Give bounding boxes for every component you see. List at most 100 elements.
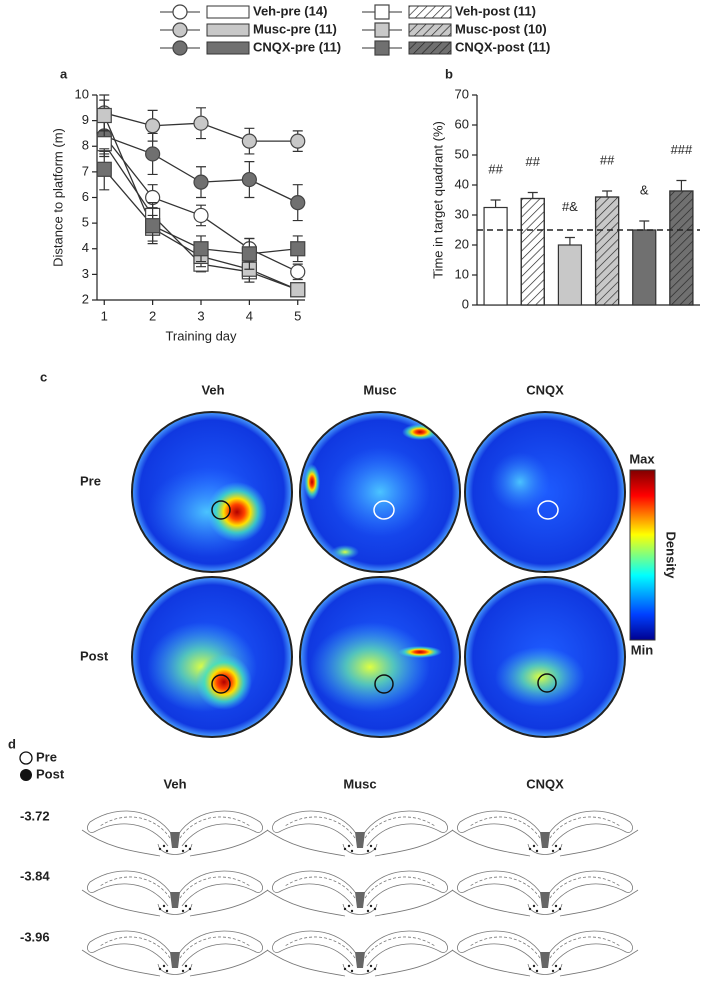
legend-label: CNQX-pre (11)	[253, 39, 341, 54]
marker	[241, 171, 257, 188]
error-bar	[639, 220, 650, 230]
heatmap	[299, 576, 461, 738]
bar	[557, 244, 583, 306]
y-tick-label: 20	[455, 236, 469, 251]
y-axis-label: Time in target quadrant (%)	[430, 121, 445, 279]
error-bar	[676, 179, 687, 191]
annotation: &	[640, 182, 649, 197]
annotation: #&	[562, 199, 578, 214]
panel-label: d	[8, 736, 16, 751]
bar-hatch	[594, 196, 620, 306]
y-axis-label: Distance to platform (m)	[50, 128, 65, 267]
column-label: CNQX	[526, 776, 564, 791]
legend-icon	[19, 751, 33, 765]
annotation: ##	[600, 152, 615, 167]
heatmap	[464, 576, 626, 738]
annotation: ##	[488, 161, 503, 176]
bar-hatch	[669, 190, 694, 306]
panel-label: c	[40, 369, 47, 384]
marker	[145, 218, 161, 234]
marker	[172, 40, 188, 56]
legend-label: Post	[36, 766, 65, 781]
colorbar-label: Density	[664, 532, 679, 580]
heatmap	[131, 576, 293, 738]
marker	[193, 207, 209, 224]
y-tick-label: 40	[455, 176, 469, 191]
panel-label: b	[445, 66, 453, 81]
colorbar-min: Min	[631, 642, 653, 657]
column-label: Musc	[343, 776, 376, 791]
legend-swatch	[206, 41, 250, 55]
x-axis-label: Training day	[165, 328, 237, 343]
legend-hatch	[408, 23, 452, 37]
marker	[241, 133, 257, 149]
marker	[290, 133, 306, 149]
marker	[290, 264, 306, 280]
legend-label: Musc-pre (11)	[253, 21, 337, 36]
row-label: Pre	[80, 473, 101, 488]
error-bar	[490, 199, 501, 208]
y-tick-label: 50	[455, 146, 469, 161]
marker	[172, 22, 188, 38]
y-tick-label: 4	[82, 240, 89, 255]
y-tick-label: 8	[82, 138, 89, 153]
error-bar	[602, 190, 613, 197]
legend-hatch	[408, 5, 452, 19]
sections: Pre Post Veh Musc CNQX -3.72 -3.84 -3.96	[19, 749, 639, 977]
marker	[290, 195, 306, 211]
marker	[145, 118, 161, 134]
legend-icon	[20, 769, 32, 781]
heatmap	[131, 411, 293, 573]
x-tick-label: 1	[101, 308, 108, 323]
legend-label: CNQX-post (11)	[455, 39, 550, 54]
heatmap	[464, 411, 626, 573]
marker	[193, 241, 209, 257]
error-bar	[527, 191, 538, 199]
annotation: ##	[526, 154, 541, 169]
level-label: -3.72	[20, 808, 50, 823]
marker	[290, 241, 306, 257]
annotation: ###	[671, 142, 693, 157]
colorbar-max: Max	[629, 451, 655, 466]
level-label: -3.96	[20, 929, 50, 944]
y-tick-label: 30	[455, 206, 469, 221]
row-label: Post	[80, 648, 109, 663]
column-label: Musc	[363, 382, 396, 397]
y-tick-label: 0	[462, 296, 469, 311]
legend-label: Veh-pre (14)	[253, 3, 327, 18]
marker	[145, 146, 161, 162]
x-tick-label: 2	[149, 308, 156, 323]
x-tick-label: 5	[294, 308, 301, 323]
legend-label: Veh-post (11)	[455, 3, 536, 18]
marker	[290, 282, 306, 298]
marker	[374, 22, 390, 38]
column-label: Veh	[163, 776, 186, 791]
legend-hatch	[408, 41, 452, 55]
marker	[193, 115, 209, 131]
y-tick-label: 10	[75, 86, 89, 101]
colorbar	[629, 469, 656, 641]
error-bar	[564, 236, 575, 245]
column-label: Veh	[201, 382, 224, 397]
legend-swatch	[206, 23, 250, 37]
marker	[172, 4, 188, 20]
y-tick-label: 3	[82, 266, 89, 281]
marker	[96, 161, 112, 177]
marker	[241, 246, 257, 262]
panel-label: a	[60, 66, 68, 81]
y-tick-label: 60	[455, 116, 469, 131]
marker	[374, 4, 390, 20]
legend-swatch	[206, 5, 250, 19]
bar	[632, 229, 657, 306]
heatmaps: Veh Musc CNQX Pre Post Max Min Density	[80, 382, 679, 738]
legend-label: Musc-post (10)	[455, 21, 547, 36]
y-tick-label: 6	[82, 189, 89, 204]
legend-label: Pre	[36, 749, 57, 764]
y-tick-label: 10	[455, 266, 469, 281]
column-label: CNQX	[526, 382, 564, 397]
bar-hatch	[520, 197, 545, 306]
heatmap	[299, 411, 461, 573]
marker	[374, 40, 390, 56]
x-tick-label: 3	[197, 308, 204, 323]
y-tick-label: 7	[82, 163, 89, 178]
